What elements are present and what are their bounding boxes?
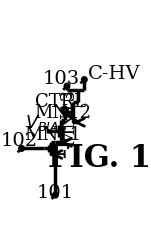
Circle shape bbox=[20, 147, 23, 150]
Circle shape bbox=[62, 142, 64, 144]
Circle shape bbox=[82, 78, 86, 82]
Text: MN12: MN12 bbox=[34, 104, 90, 122]
Text: CTRL: CTRL bbox=[35, 93, 85, 111]
Text: MN11: MN11 bbox=[24, 126, 81, 144]
Circle shape bbox=[65, 85, 69, 88]
Text: 102: 102 bbox=[0, 131, 37, 149]
Text: 101: 101 bbox=[36, 184, 73, 202]
Circle shape bbox=[53, 193, 57, 197]
Circle shape bbox=[64, 112, 66, 114]
Circle shape bbox=[62, 142, 64, 144]
Text: FIG. 1: FIG. 1 bbox=[48, 143, 150, 174]
Text: $V_{BIAS}$: $V_{BIAS}$ bbox=[25, 113, 68, 133]
Text: C-HV: C-HV bbox=[87, 65, 140, 83]
Circle shape bbox=[63, 108, 67, 113]
Text: 103: 103 bbox=[43, 70, 80, 88]
Text: MN13: MN13 bbox=[59, 89, 77, 146]
